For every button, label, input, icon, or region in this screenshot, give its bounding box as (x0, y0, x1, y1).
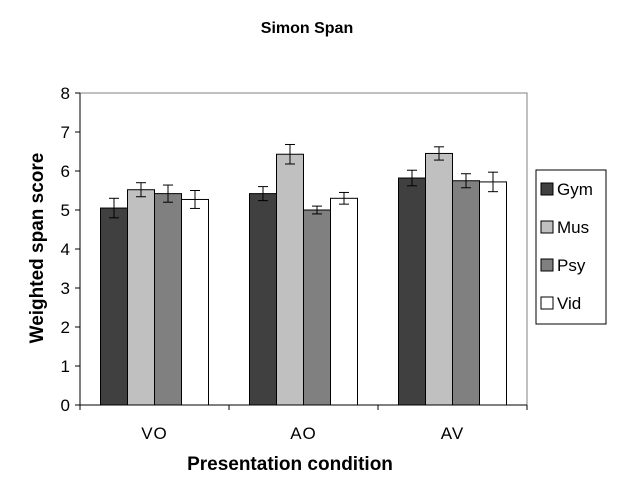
chart-title: Simon Span (261, 20, 353, 37)
legend-label-gym: Gym (557, 180, 593, 199)
bar-vid-vo (181, 198, 209, 406)
y-tick-label: 0 (61, 396, 70, 415)
bar-mus-ao (276, 153, 304, 406)
legend-swatch-mus (540, 220, 554, 234)
y-tick-label: 4 (61, 240, 70, 259)
legend-swatch-psy (540, 258, 554, 272)
y-axis: 0 1 2 3 4 5 6 7 8 (61, 84, 81, 415)
bar-mus-av (425, 152, 453, 406)
bar-gym-vo (100, 207, 128, 406)
legend-label-vid: Vid (557, 294, 581, 313)
x-axis-title: Presentation condition (187, 454, 393, 475)
y-tick-label: 7 (61, 123, 70, 142)
legend-swatch-gym (540, 182, 554, 196)
y-tick-label: 2 (61, 318, 70, 337)
y-tick-label: 8 (61, 84, 70, 103)
bar-psy-ao (303, 209, 331, 406)
legend-label-psy: Psy (557, 256, 586, 275)
legend: Gym Mus Psy Vid (535, 169, 607, 325)
bar-psy-av (452, 180, 480, 406)
y-tick-label: 3 (61, 279, 70, 298)
x-tick-label: VO (141, 424, 168, 443)
bar-psy-vo (154, 193, 182, 406)
x-tick-label: AO (290, 424, 317, 443)
x-axis: VO AO AV (79, 404, 528, 443)
bar-vid-av (479, 181, 507, 406)
bar-gym-ao (249, 193, 277, 406)
x-tick-label: AV (441, 424, 464, 443)
bar-mus-vo (127, 189, 155, 406)
y-tick-label: 6 (61, 162, 70, 181)
y-tick-label: 1 (61, 357, 70, 376)
legend-label-mus: Mus (557, 218, 589, 237)
legend-swatch-vid (540, 296, 554, 310)
y-tick-label: 5 (61, 201, 70, 220)
bar-gym-av (398, 177, 426, 406)
bar-vid-ao (330, 197, 358, 406)
y-axis-title: Weighted span score (27, 153, 48, 344)
plot-area (79, 92, 528, 406)
